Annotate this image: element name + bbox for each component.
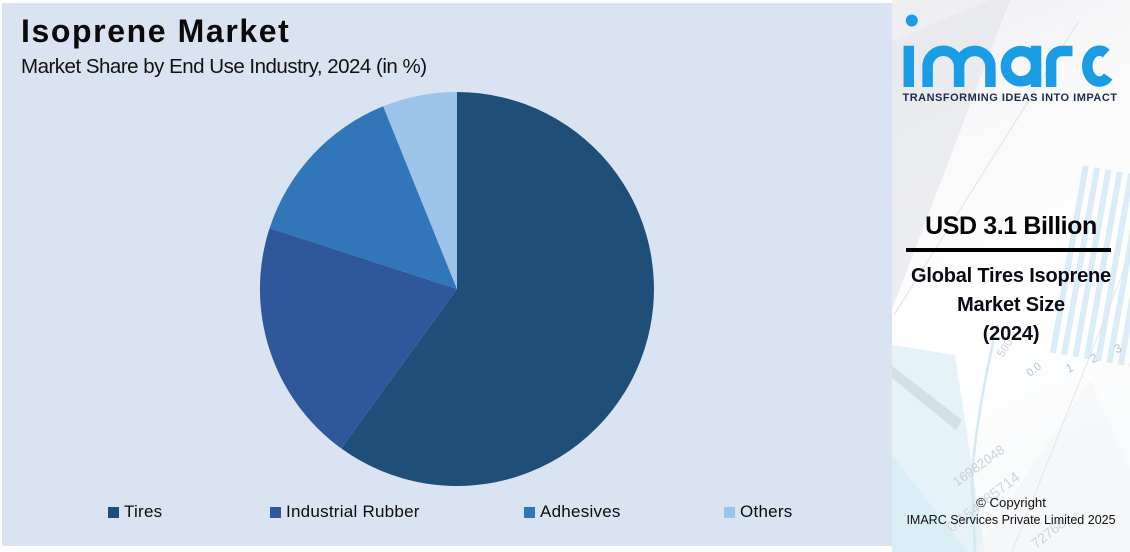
svg-text:TRANSFORMING IDEAS INTO IMPACT: TRANSFORMING IDEAS INTO IMPACT bbox=[902, 92, 1117, 104]
svg-text:0.0: 0.0 bbox=[1024, 360, 1043, 379]
